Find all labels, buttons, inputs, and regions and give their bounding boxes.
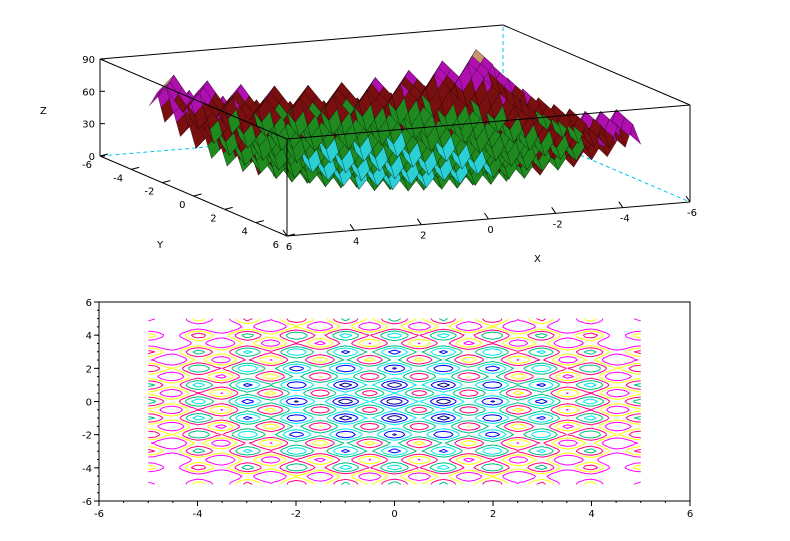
- contour-level-line: [148, 318, 641, 485]
- contour-level-line: [148, 318, 641, 485]
- plot-frame: [98, 301, 691, 502]
- x-tick-label: 6: [687, 509, 693, 520]
- hidden-edge: [99, 121, 504, 157]
- x-tick-label: -4: [193, 509, 203, 520]
- contour-level-line: [191, 332, 598, 471]
- z-tick-label: 90: [82, 55, 95, 66]
- z-tick-label: 30: [82, 120, 95, 131]
- contour-plot-2d: -6 -4 -2 0 2 4 6 -6 -4 -2 0 2 4 6: [82, 298, 693, 520]
- x-tick-label: 2: [420, 231, 426, 242]
- box-edge: [502, 24, 691, 106]
- y-tick-label: 2: [86, 364, 92, 375]
- y-tick: [162, 180, 171, 184]
- contour-axes: [98, 301, 691, 502]
- y-tick-label: -4: [82, 464, 92, 475]
- x-tick: [349, 224, 355, 231]
- x-tick-label: -6: [94, 509, 104, 520]
- y-tick: [255, 220, 264, 224]
- y-tick-label: -2: [144, 187, 154, 198]
- contour-level-line: [241, 349, 548, 454]
- x-tick-label: -2: [553, 219, 563, 230]
- x-tick: [484, 212, 489, 220]
- y-tick-label: 0: [179, 200, 185, 211]
- contour-level-line: [148, 318, 641, 485]
- x-tick-label: 0: [391, 509, 397, 520]
- x-tick: [618, 201, 624, 208]
- x-tick: [685, 195, 691, 203]
- y-tick-label: -6: [82, 497, 92, 508]
- y-tick-label: 6: [86, 298, 92, 309]
- x-tick-label: -4: [620, 214, 630, 225]
- contour-level-line: [294, 367, 495, 436]
- x-tick-label: 4: [588, 509, 594, 520]
- contour-level-line: [148, 318, 641, 485]
- x-tick-label: 6: [286, 242, 292, 253]
- y-tick: [286, 233, 296, 237]
- y-tick: [193, 193, 202, 197]
- y-axis-label: Y: [156, 240, 164, 251]
- x-tick-label: -2: [291, 509, 301, 520]
- x-tick-label: 2: [490, 509, 496, 520]
- box-edge: [99, 24, 504, 60]
- x-tick-label: 4: [353, 236, 359, 247]
- z-tick-label: 0: [89, 152, 95, 163]
- x-tick: [416, 218, 422, 225]
- y-tick-label: 6: [273, 240, 279, 251]
- y-tick-label: 4: [241, 227, 247, 238]
- z-axis-label: Z: [40, 106, 47, 117]
- contour-tick-labels: -6 -4 -2 0 2 4 6 -6 -4 -2 0 2 4 6: [82, 298, 693, 520]
- box-edge: [99, 58, 288, 140]
- y-tick-label: 2: [210, 213, 216, 224]
- y-tick-label: -6: [82, 160, 92, 171]
- x-tick: [551, 207, 557, 214]
- x-axis-label: X: [534, 254, 541, 265]
- z-tick-label: 60: [82, 87, 95, 98]
- x-tick: [282, 229, 288, 237]
- box-edge: [286, 104, 691, 140]
- y-tick: [224, 206, 233, 210]
- x-tick-label: 0: [487, 225, 493, 236]
- surface-mesh: [149, 49, 641, 192]
- x-tick-label: -6: [687, 208, 697, 219]
- y-tick-label: -4: [113, 173, 123, 184]
- y-tick-label: -2: [82, 431, 92, 442]
- hidden-edge: [502, 121, 691, 203]
- contour-lines: [148, 318, 641, 485]
- y-tick: [131, 166, 140, 170]
- y-tick-label: 4: [86, 331, 92, 342]
- y-tick-label: 0: [86, 398, 92, 409]
- surface-facet: [476, 63, 490, 78]
